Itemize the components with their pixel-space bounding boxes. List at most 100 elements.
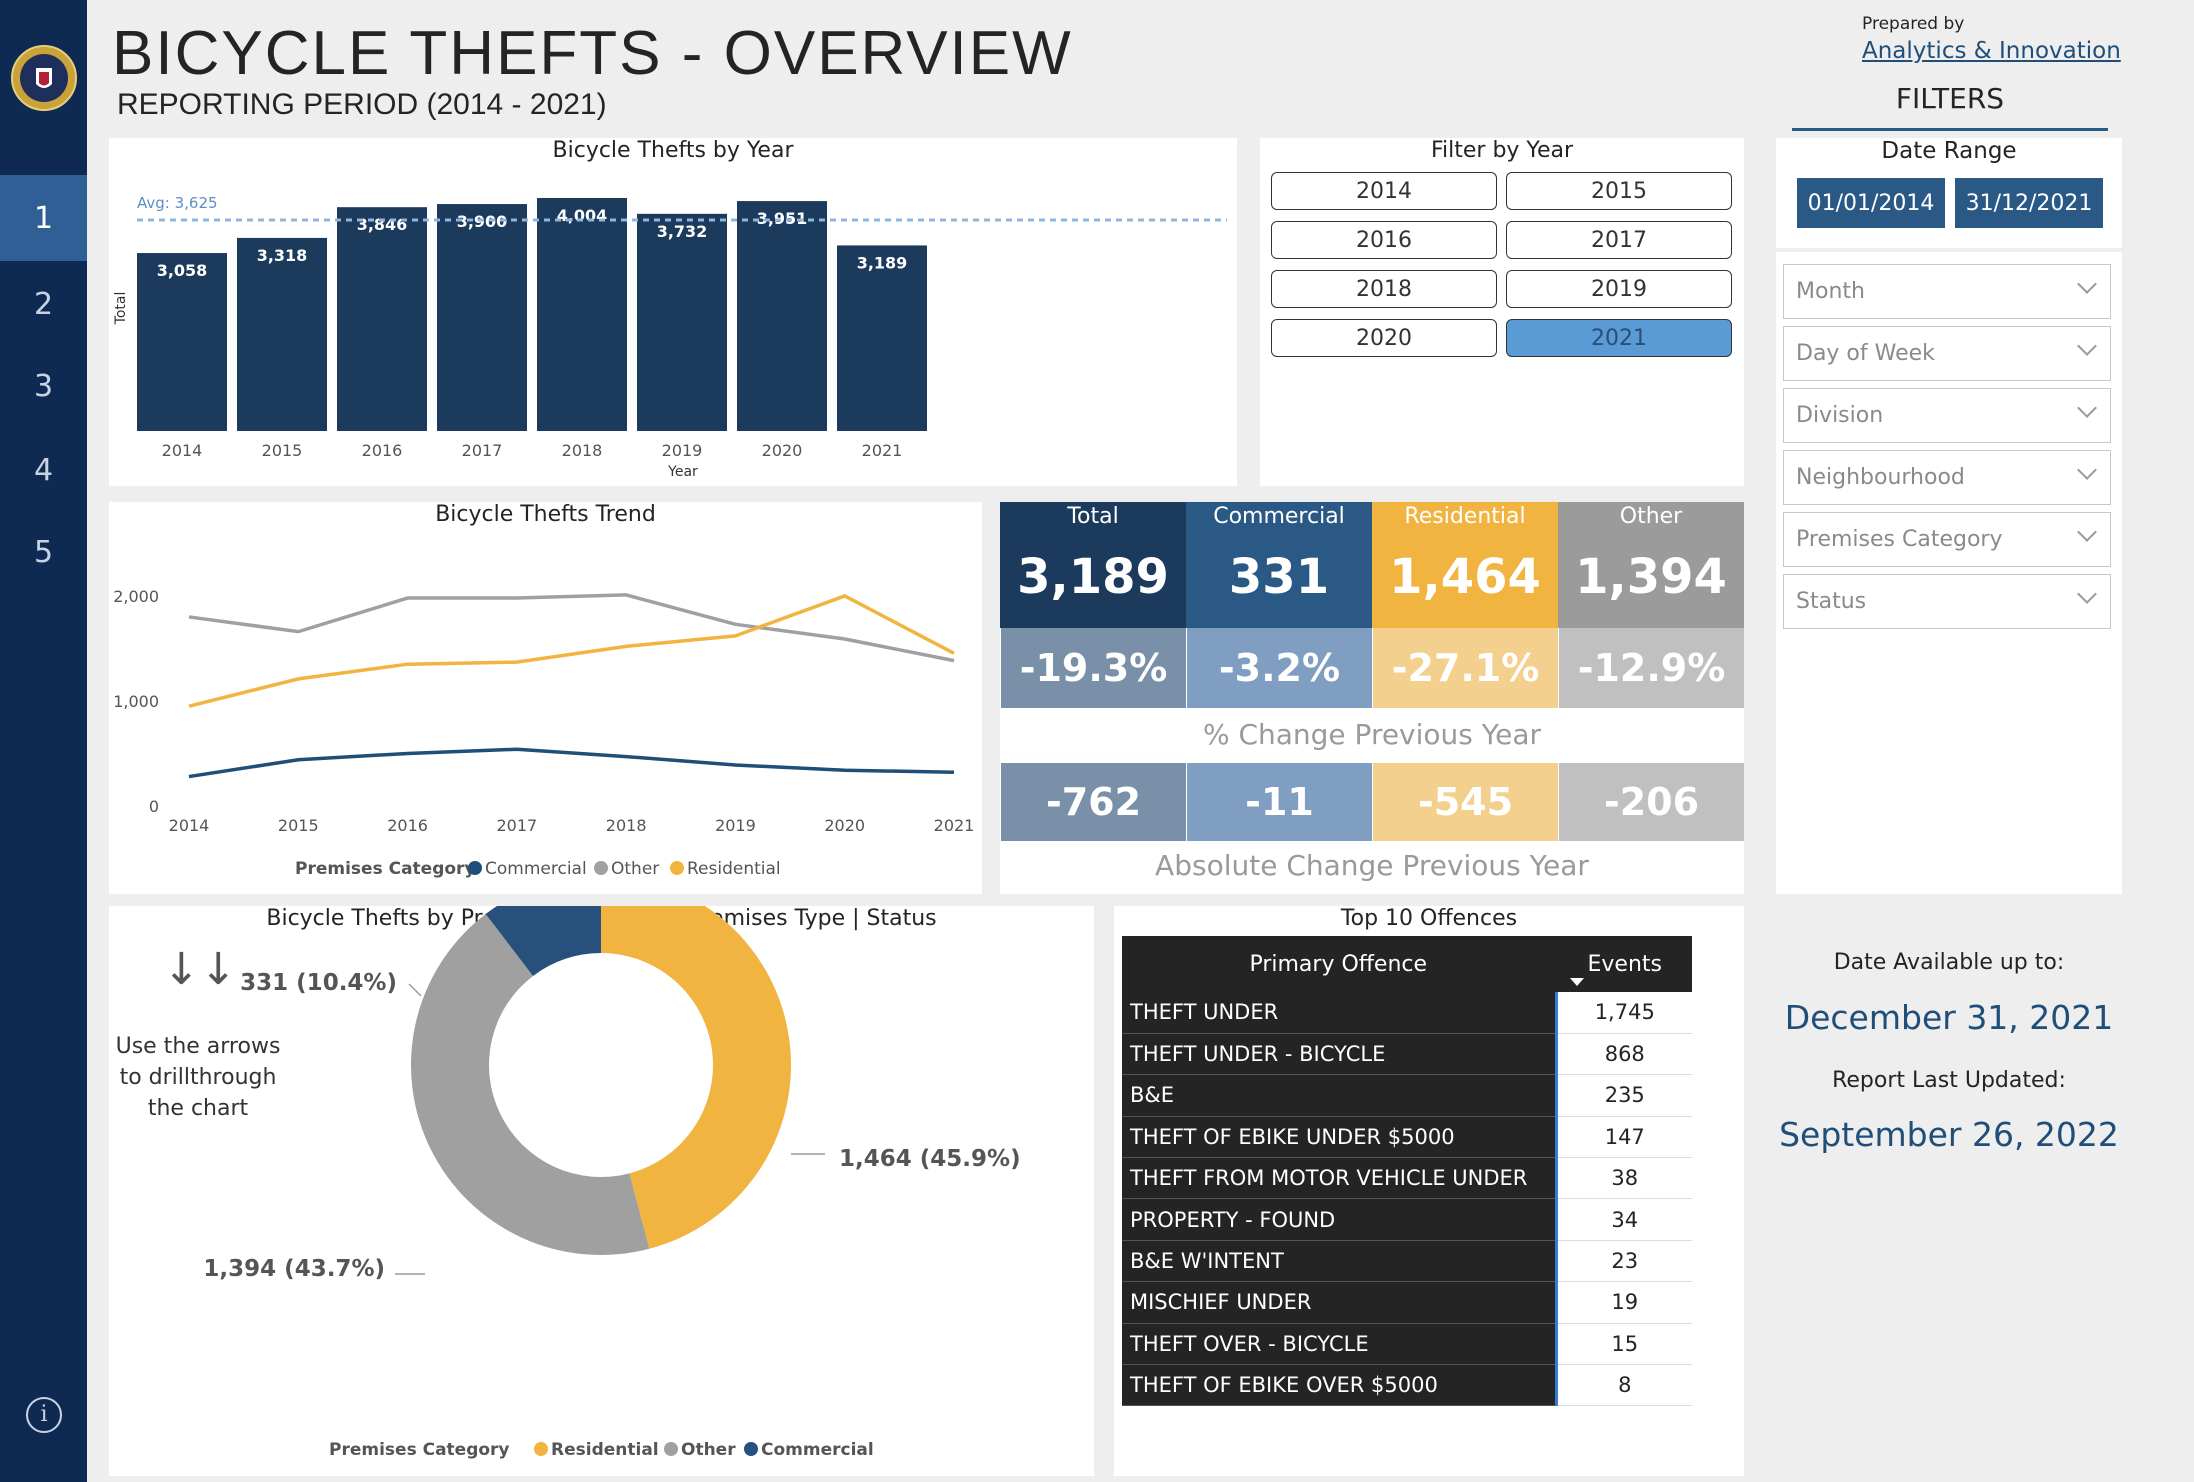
legend-entry-commercial[interactable]: Commercial — [485, 859, 587, 879]
table-row[interactable]: THEFT OF EBIKE UNDER $5000 147 — [1122, 1116, 1692, 1159]
year-button-2019[interactable]: 2019 — [1506, 270, 1732, 308]
kpi-value-total: 3,189 — [1000, 532, 1186, 628]
kpi-header-commercial: Commercial — [1186, 502, 1372, 532]
series-line-residential[interactable] — [188, 594, 955, 708]
pct-change-caption: % Change Previous Year — [1202, 718, 1542, 751]
x-tick-label: 2015 — [278, 816, 319, 835]
bar-2015[interactable] — [237, 237, 327, 431]
kpi-abs-change-total: -762 — [1000, 763, 1186, 841]
drill-hint-line-1: Use the arrows — [115, 1034, 281, 1059]
primary-offence-header[interactable]: Primary Offence — [1122, 936, 1558, 992]
year-button-2021[interactable]: 2021 — [1506, 319, 1732, 357]
analytics-innovation-link[interactable]: Analytics & Innovation — [1862, 38, 2121, 64]
bar-2021[interactable] — [837, 245, 927, 431]
table-row[interactable]: PROPERTY - FOUND 34 — [1122, 1198, 1692, 1241]
bar-2020[interactable] — [737, 201, 827, 431]
x-tick-label: 2016 — [387, 816, 428, 835]
bar-data-label: 4,004 — [557, 206, 608, 225]
nav-page-5[interactable]: 5 — [33, 534, 54, 570]
donut-slice-residential[interactable] — [601, 906, 791, 1249]
legend-marker — [670, 861, 684, 875]
events-header-label: Events — [1587, 951, 1663, 977]
x-tick-label: 2017 — [496, 816, 537, 835]
legend-marker — [594, 861, 608, 875]
year-button-2015[interactable]: 2015 — [1506, 172, 1732, 210]
legend-entry-residential[interactable]: Residential — [551, 1440, 659, 1460]
bar-2014[interactable] — [137, 253, 227, 431]
table-row[interactable]: THEFT OVER - BICYCLE 15 — [1122, 1323, 1692, 1366]
bar-2017[interactable] — [437, 204, 527, 431]
x-tick-label: 2016 — [362, 441, 403, 460]
page-subtitle: REPORTING PERIOD (2014 - 2021) — [117, 88, 607, 121]
x-tick-label: 2018 — [606, 816, 647, 835]
bar-2016[interactable] — [337, 207, 427, 431]
slice-data-label: 331 (10.4%) — [240, 970, 397, 996]
series-line-other[interactable] — [188, 593, 955, 663]
nav-page-2[interactable]: 2 — [33, 286, 54, 322]
premises-category-dropdown-label: Premises Category — [1796, 527, 2003, 552]
top-offences-title: Top 10 Offences — [1340, 906, 1518, 931]
kpi-abs-change-residential: -545 — [1372, 763, 1558, 841]
offence-name-cell: B&E — [1122, 1074, 1558, 1117]
premises-category-dropdown[interactable]: Premises Category — [1783, 512, 2111, 567]
events-header[interactable]: Events — [1556, 936, 1692, 992]
year-button-2014[interactable]: 2014 — [1271, 172, 1497, 210]
legend-entry-other[interactable]: Other — [611, 859, 659, 879]
day-of-week-dropdown[interactable]: Day of Week — [1783, 326, 2111, 381]
donut-slice-other[interactable] — [410, 913, 650, 1255]
x-tick-label: 2021 — [862, 441, 903, 460]
slice-data-label: 1,394 (43.7%) — [203, 1256, 385, 1282]
table-row[interactable]: THEFT UNDER 1,745 — [1122, 992, 1692, 1034]
legend-entry-other[interactable]: Other — [681, 1440, 736, 1460]
year-button-2017[interactable]: 2017 — [1506, 221, 1732, 259]
drill-hint-line-2: to drillthrough — [119, 1065, 277, 1090]
y-tick-label: 1,000 — [113, 692, 159, 711]
offence-name-cell: THEFT OVER - BICYCLE — [1122, 1323, 1558, 1366]
series-line-commercial[interactable] — [188, 747, 955, 779]
legend-marker — [468, 861, 482, 875]
bar-data-label: 3,732 — [657, 222, 708, 241]
year-button-2020[interactable]: 2020 — [1271, 319, 1497, 357]
table-row[interactable]: THEFT UNDER - BICYCLE 868 — [1122, 1033, 1692, 1076]
end-date-input[interactable]: 31/12/2021 — [1955, 178, 2103, 228]
neighbourhood-dropdown[interactable]: Neighbourhood — [1783, 450, 2111, 505]
division-dropdown[interactable]: Division — [1783, 388, 2111, 443]
legend-marker — [744, 1442, 758, 1456]
table-row[interactable]: THEFT OF EBIKE OVER $5000 8 — [1122, 1364, 1692, 1407]
kpi-abs-change-other: -206 — [1558, 763, 1744, 841]
month-dropdown[interactable]: Month — [1783, 264, 2111, 319]
bar-2019[interactable] — [637, 213, 727, 431]
table-row[interactable]: B&E W'INTENT 23 — [1122, 1240, 1692, 1283]
kpi-abs-change-commercial: -11 — [1186, 763, 1372, 841]
drillthrough-arrows-icon[interactable]: ↓↓ — [163, 944, 237, 995]
nav-page-4[interactable]: 4 — [33, 452, 54, 488]
year-button-2018[interactable]: 2018 — [1271, 270, 1497, 308]
table-row[interactable]: MISCHIEF UNDER 19 — [1122, 1281, 1692, 1324]
bar-data-label: 3,189 — [857, 253, 908, 272]
legend-entry-commercial[interactable]: Commercial — [761, 1440, 874, 1460]
top-offences-table: Primary Offence Events THEFT UNDER 1,745 T… — [1122, 936, 1692, 1407]
legend-entry-residential[interactable]: Residential — [687, 859, 781, 879]
x-tick-label: 2020 — [762, 441, 803, 460]
nav-page-3[interactable]: 3 — [33, 368, 54, 404]
table-row[interactable]: B&E 235 — [1122, 1074, 1692, 1117]
start-date-input[interactable]: 01/01/2014 — [1797, 178, 1945, 228]
offence-name-cell: MISCHIEF UNDER — [1122, 1281, 1558, 1324]
status-dropdown[interactable]: Status — [1783, 574, 2111, 629]
leader-line — [408, 983, 422, 997]
donut-slice-commercial[interactable] — [485, 906, 601, 976]
offence-name-cell: THEFT OF EBIKE UNDER $5000 — [1122, 1116, 1558, 1159]
year-button-2016[interactable]: 2016 — [1271, 221, 1497, 259]
info-icon[interactable]: i — [26, 1397, 62, 1433]
offence-events-cell: 38 — [1556, 1157, 1692, 1200]
chevron-down-icon — [2077, 398, 2097, 418]
offence-name-cell: THEFT UNDER — [1122, 992, 1558, 1034]
bar-2018[interactable] — [537, 198, 627, 431]
sort-descending-icon — [1569, 978, 1584, 986]
filters-heading: FILTERS — [1895, 82, 2005, 115]
kpi-header-residential: Residential — [1372, 502, 1558, 532]
table-row[interactable]: THEFT FROM MOTOR VEHICLE UNDER 38 — [1122, 1157, 1692, 1200]
chevron-down-icon — [2077, 274, 2097, 294]
nav-page-1[interactable]: 1 — [0, 175, 87, 261]
day-of-week-dropdown-label: Day of Week — [1796, 341, 1935, 366]
